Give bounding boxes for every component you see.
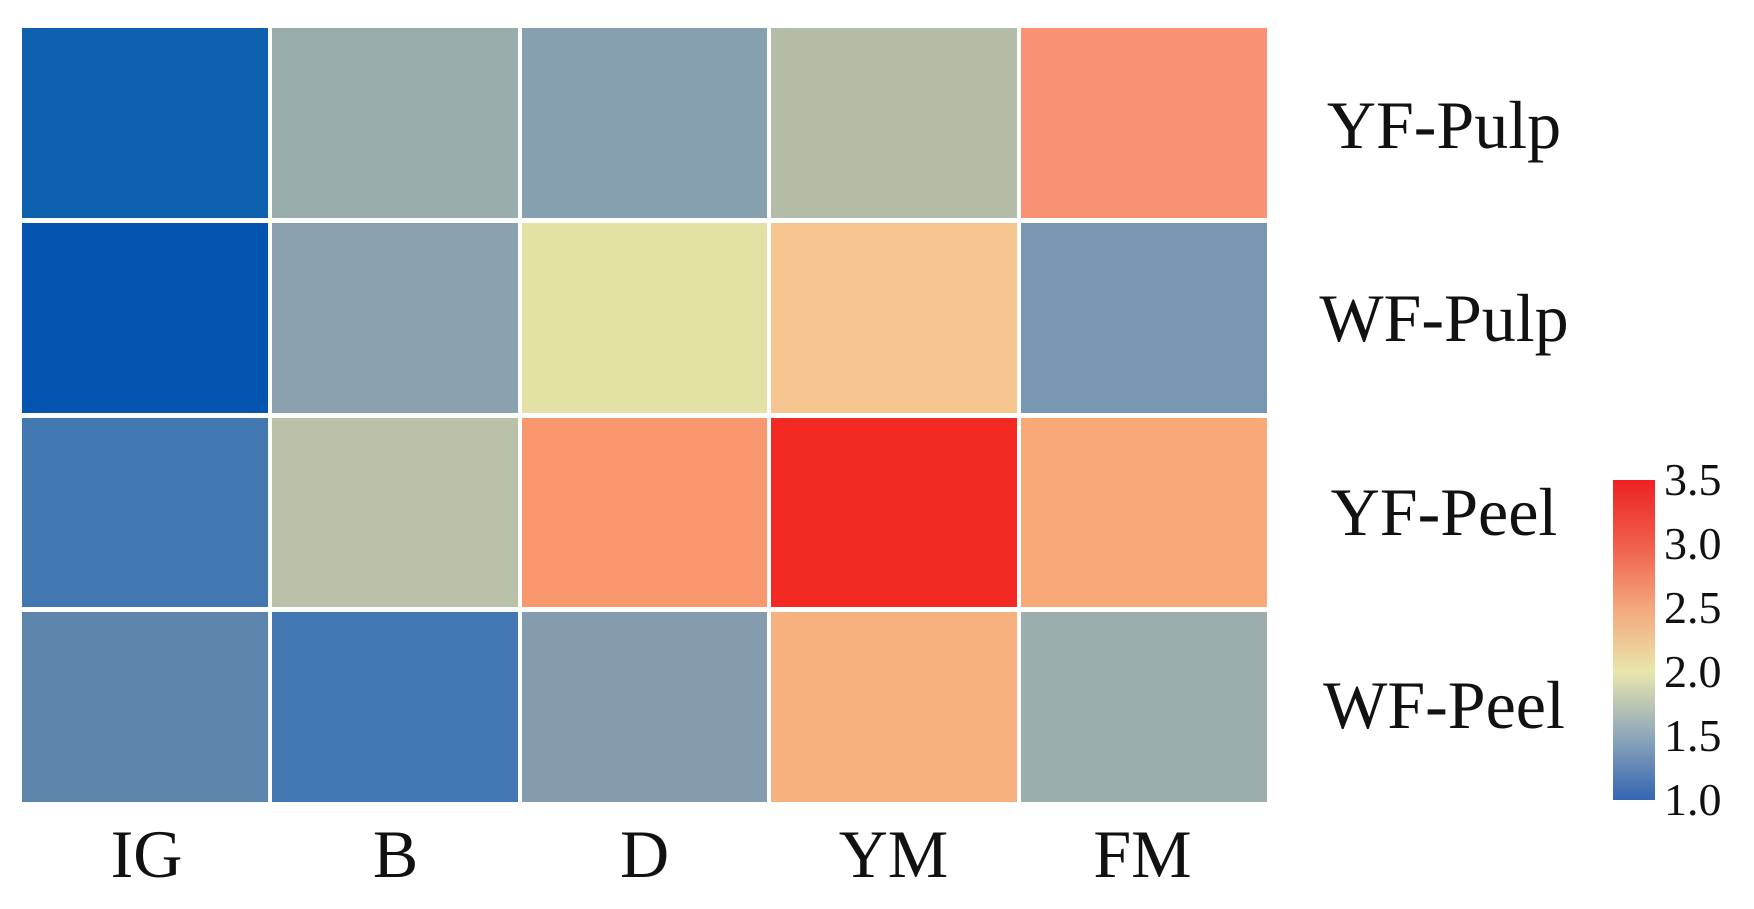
heatmap-cell-YF-Pulp-B [271,28,518,218]
heatmap-cell-WF-Pulp-D [521,222,768,413]
colorbar-tick-labels: 3.5 3.0 2.5 2.0 1.5 1.0 [1664,457,1754,823]
colorbar [1613,480,1655,800]
heatmap-grid [22,28,1267,802]
heatmap-cell-YF-Pulp-FM [1021,28,1267,218]
colorbar-tick-label-2.0: 2.0 [1664,646,1722,697]
heatmap-cell-WF-Pulp-FM [1021,222,1267,413]
heatmap-cell-YF-Pulp-YM [771,28,1018,218]
heatmap-cell-WF-Peel-B [271,612,518,802]
heatmap-cell-WF-Peel-IG [22,612,268,802]
heatmap-cell-WF-Peel-FM [1021,612,1267,802]
heatmap-cell-YF-Peel-YM [771,417,1018,608]
column-label-D: D [619,816,670,892]
heatmap-cell-YF-Pulp-IG [22,28,268,218]
row-label-YF-Peel: YF-Peel [1330,473,1558,550]
column-label-IG: IG [110,816,183,892]
heatmap-cell-WF-Peel-YM [771,612,1018,802]
heatmap-cell-YF-Pulp-D [521,28,768,218]
row-label-WF-Peel: WF-Peel [1323,667,1565,744]
heatmap-cell-WF-Pulp-YM [771,222,1018,413]
heatmap-cell-YF-Peel-D [521,417,768,608]
row-label-YF-Pulp: YF-Pulp [1326,86,1562,163]
heatmap-cell-YF-Peel-IG [22,417,268,608]
row-labels: YF-Pulp WF-Pulp YF-Peel WF-Peel [1282,28,1606,802]
column-labels: IG B D YM FM [22,806,1267,902]
heatmap-cell-WF-Pulp-IG [22,222,268,413]
row-label-WF-Pulp: WF-Pulp [1319,280,1569,357]
heatmap-cell-WF-Pulp-B [271,222,518,413]
colorbar-tick-label-3.5: 3.5 [1664,454,1722,505]
column-label-YM: YM [838,816,949,892]
column-label-FM: FM [1093,816,1192,892]
colorbar-tick-label-2.5: 2.5 [1664,582,1722,633]
colorbar-tick-label-1.5: 1.5 [1664,710,1722,761]
colorbar-tick-label-3.0: 3.0 [1664,518,1722,569]
column-label-B: B [372,816,419,892]
heatmap-cell-WF-Peel-D [521,612,768,802]
heatmap-cell-YF-Peel-FM [1021,417,1267,608]
colorbar-tick-label-1.0: 1.0 [1664,774,1722,825]
heatmap-cell-YF-Peel-B [271,417,518,608]
